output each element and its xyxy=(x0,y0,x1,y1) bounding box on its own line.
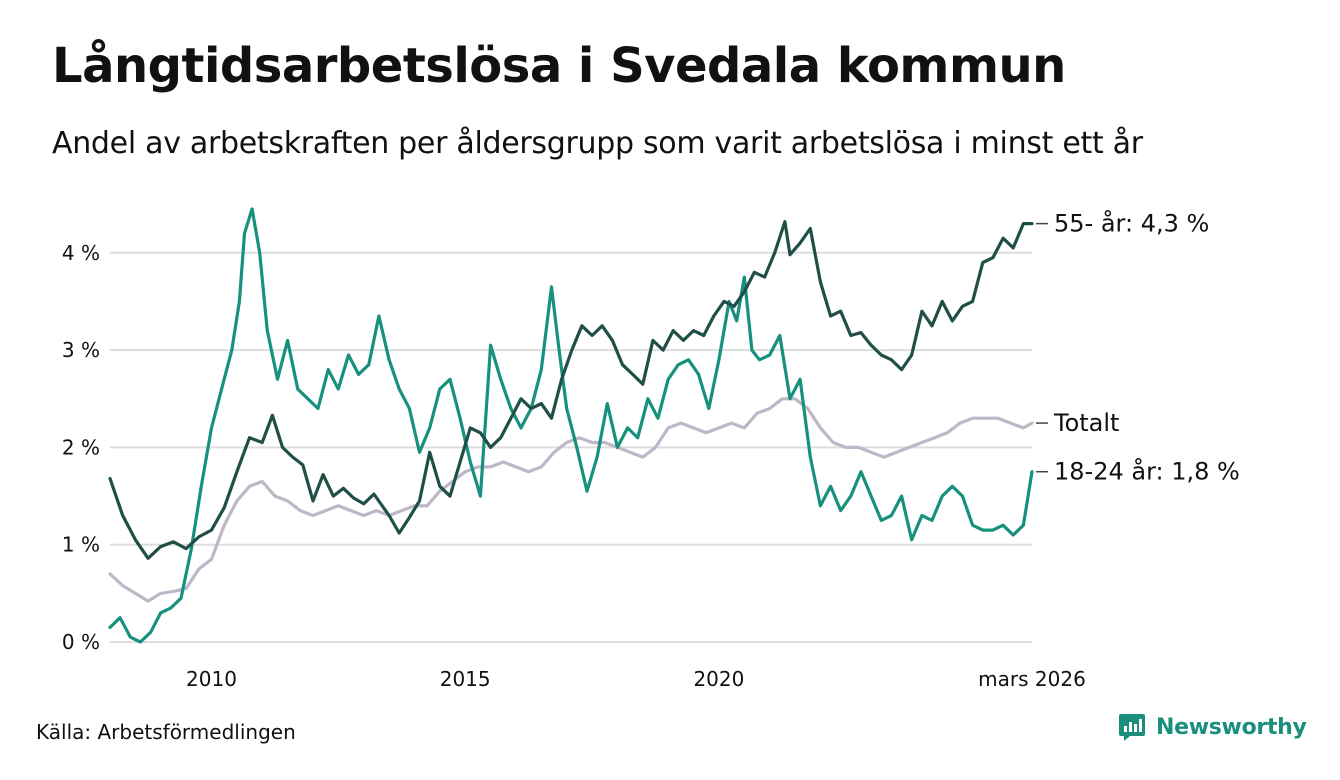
x-tick-label: 2020 xyxy=(693,667,744,691)
y-axis: 0 % 1 % 2 % 3 % 4 % xyxy=(62,241,100,654)
series-line-2 xyxy=(108,207,1034,644)
x-tick-label: 2010 xyxy=(186,667,237,691)
chart-title: Långtidsarbetslösa i Svedala kommun xyxy=(52,38,1066,94)
series-end-label: 18-24 år: 1,8 % xyxy=(1054,457,1240,486)
source-note: Källa: Arbetsförmedlingen xyxy=(36,720,296,744)
brand-logo: Newsworthy xyxy=(1118,712,1307,742)
brand-name: Newsworthy xyxy=(1156,714,1307,740)
series-end-label: 55- år: 4,3 % xyxy=(1054,209,1209,238)
chart-subtitle: Andel av arbetskraften per åldersgrupp s… xyxy=(52,126,1143,161)
x-tick-label: 2015 xyxy=(440,667,491,691)
gridlines xyxy=(110,251,1032,643)
line-chart: 0 % 1 % 2 % 3 % 4 % 2010 2015 2020 mars 2026 55… xyxy=(62,207,1240,691)
series-lines xyxy=(108,207,1034,644)
y-tick-label: 4 % xyxy=(62,241,100,265)
y-tick-label: 3 % xyxy=(62,338,100,362)
series-end-label: Totalt xyxy=(1053,409,1119,437)
y-tick-label: 0 % xyxy=(62,630,100,654)
x-axis: 2010 2015 2020 mars 2026 xyxy=(186,667,1086,691)
series-line-1 xyxy=(108,397,1034,603)
series-line-0 xyxy=(108,220,1034,560)
x-tick-label: mars 2026 xyxy=(978,667,1086,691)
y-tick-label: 1 % xyxy=(62,533,100,557)
y-tick-label: 2 % xyxy=(62,435,100,459)
newsworthy-logo-icon xyxy=(1119,714,1145,741)
end-labels: 55- år: 4,3 % Totalt 18-24 år: 1,8 % xyxy=(1036,209,1240,486)
